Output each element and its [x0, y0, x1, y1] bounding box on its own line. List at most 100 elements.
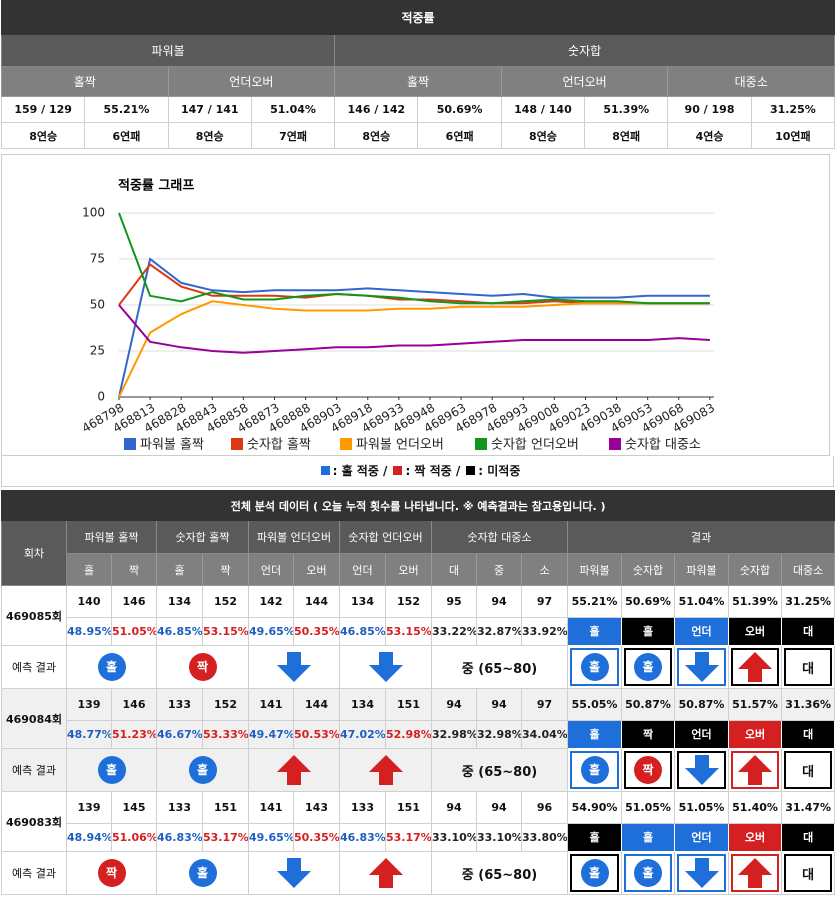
- series-line: [118, 304, 710, 354]
- arrow-icon: [684, 858, 719, 888]
- count-cell: 134: [156, 585, 203, 618]
- group-row: 회차 파워볼 홀짝 숫자합 홀짝 파워볼 언더오버 숫자합 언더오버 숫자합 대중소 결과: [1, 520, 835, 586]
- percent-cell: 51.23%: [111, 720, 157, 749]
- round-label: 469083회: [1, 791, 67, 852]
- result-rate: 31.36%: [780, 688, 835, 721]
- result-prediction-box: [731, 751, 779, 789]
- arrow-shape: [368, 858, 403, 888]
- round-label: 469084회: [1, 688, 67, 749]
- round-label: 469085회: [1, 585, 67, 646]
- title-row: 적중률: [0, 0, 835, 35]
- prediction-circle: 홀: [634, 653, 662, 681]
- group-header: 숫자합 홀짝: [156, 520, 249, 554]
- percent-cell: 33.10%: [476, 823, 522, 852]
- result-rate: 55.21%: [567, 585, 622, 618]
- percent-cell: 52.98%: [385, 720, 432, 749]
- result-prediction-cell: [728, 851, 782, 895]
- result-prediction-box: 대: [784, 751, 833, 789]
- legend-swatch: [609, 438, 621, 450]
- result-subheader: 파워볼: [674, 553, 729, 586]
- count-cell: 139: [66, 688, 112, 721]
- result-badge-cell: 홀: [621, 823, 675, 852]
- count-cell: 142: [248, 585, 294, 618]
- result-prediction-cell: 짝: [621, 748, 675, 792]
- subheader: 짝: [202, 553, 249, 586]
- percent-cell: 49.65%: [248, 823, 294, 852]
- legend-swatch: [124, 438, 136, 450]
- percent-cell: 53.33%: [202, 720, 249, 749]
- summary-cell: 8연승: [167, 122, 252, 149]
- result-subheader: 숫자합: [621, 553, 675, 586]
- prediction-row: 예측 결과 홀 짝 중 (65~80) 홀 홀 대: [1, 645, 835, 689]
- arrow-icon: [368, 652, 403, 682]
- result-rate: 31.47%: [780, 791, 835, 824]
- result-rate: 31.25%: [780, 585, 835, 618]
- percent-cell: 32.87%: [476, 617, 522, 646]
- count-cell: 144: [293, 585, 340, 618]
- arrow-shape: [368, 652, 403, 682]
- percent-cell: 33.80%: [521, 823, 568, 852]
- result-prediction-cell: 홀: [621, 645, 675, 689]
- prediction-row: 예측 결과 짝 홀 중 (65~80) 홀 홀 대: [1, 851, 835, 895]
- count-cell: 134: [339, 688, 386, 721]
- result-badge: 짝: [642, 727, 654, 741]
- count-cell: 94: [431, 791, 477, 824]
- percent-cell: 53.17%: [385, 823, 432, 852]
- result-badge-cell: 언더: [674, 617, 729, 646]
- group-header: 숫자합 언더오버: [339, 520, 432, 554]
- arrow-shape: [277, 858, 311, 888]
- result-prediction-box: 대: [784, 854, 833, 892]
- arrow-shape: [368, 755, 403, 785]
- legend-swatch: [475, 438, 487, 450]
- legend-label: 숫자합 대중소: [625, 438, 701, 453]
- count-row: 469083회 139 145 133 151 141 143 133 151 94 94 96 54.…: [1, 791, 835, 852]
- round-header: 회차: [1, 520, 67, 586]
- key-swatch: [466, 466, 476, 475]
- key-swatch: [393, 466, 403, 475]
- result-badge-cell: 오버: [728, 823, 782, 852]
- percent-cell: 32.98%: [476, 720, 522, 749]
- prediction-row: 예측 결과 홀 홀 중 (65~80) 홀 짝 대: [1, 748, 835, 792]
- count-cell: 134: [339, 585, 386, 618]
- prediction-circle: 홀: [188, 756, 217, 784]
- summary-title: 적중률: [0, 0, 835, 35]
- summary-cell: 8연승: [0, 122, 86, 149]
- result-badge-cell: 홀: [567, 720, 622, 749]
- result-prediction-cell: 홀: [567, 748, 622, 792]
- result-prediction-cell: 대: [780, 851, 835, 895]
- count-cell: 146: [111, 688, 157, 721]
- result-rate: 55.05%: [567, 688, 622, 721]
- prediction-text: 대: [802, 764, 815, 780]
- summary-cell: 10연패: [750, 122, 835, 149]
- result-prediction-box: 홀: [570, 854, 619, 892]
- prediction-cell: 홀: [66, 645, 157, 689]
- result-prediction-box: [731, 648, 779, 686]
- legend-label: 파워볼 홀짝: [140, 438, 204, 453]
- prediction-circle: 홀: [580, 756, 609, 784]
- prediction-circle: 홀: [97, 756, 126, 784]
- subheader: 홀: [66, 553, 112, 586]
- count-cell: 152: [202, 688, 249, 721]
- result-badge-cell: 오버: [728, 617, 782, 646]
- count-cell: 94: [476, 688, 522, 721]
- subheader: 홀: [156, 553, 203, 586]
- prediction-cell: 중 (65~80): [431, 851, 568, 895]
- result-rate: 51.04%: [674, 585, 729, 618]
- percent-cell: 49.47%: [248, 720, 294, 749]
- result-prediction-box: 홀: [624, 648, 672, 686]
- group-header: 숫자합: [334, 34, 835, 67]
- key-label: : 짝 적중 /: [405, 464, 461, 478]
- percent-cell: 46.85%: [339, 617, 386, 646]
- legend-label: 파워볼 언더오버: [356, 438, 444, 453]
- prediction-cell: 짝: [156, 645, 249, 689]
- count-cell: 141: [248, 791, 294, 824]
- percent-cell: 48.94%: [66, 823, 112, 852]
- percent-cell: 53.15%: [385, 617, 432, 646]
- result-badge-cell: 짝: [621, 720, 675, 749]
- summary-cell: 6연패: [417, 122, 502, 149]
- result-rate: 51.39%: [728, 585, 782, 618]
- prediction-text: 중 (65~80): [461, 661, 538, 677]
